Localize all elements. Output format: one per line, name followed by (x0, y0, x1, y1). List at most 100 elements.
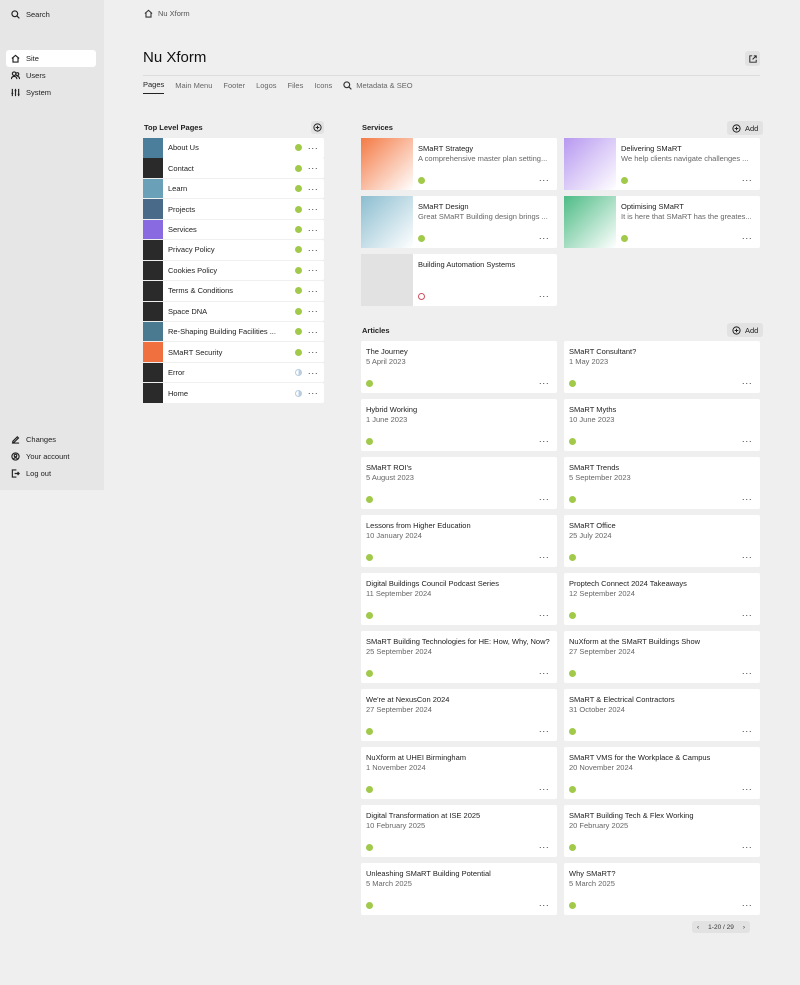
article-title[interactable]: SMaRT VMS for the Workplace & Campus (569, 753, 711, 762)
article-title[interactable]: Digital Transformation at ISE 2025 (366, 811, 481, 820)
status-listed-icon[interactable] (418, 235, 425, 242)
status-listed-icon[interactable] (295, 185, 302, 193)
page-row[interactable]: Terms & Conditions ··· (143, 281, 324, 301)
service-title[interactable]: SMaRT Strategy (418, 144, 474, 153)
tab-metadata-seo[interactable]: Metadata & SEO (343, 80, 413, 94)
status-listed-icon[interactable] (418, 177, 425, 184)
service-card[interactable]: Optimising SMaRT It is here that SMaRT ha… (564, 196, 760, 248)
options-button[interactable]: ··· (307, 142, 319, 153)
options-button[interactable]: ··· (741, 436, 753, 446)
page-row[interactable]: Cookies Policy ··· (143, 260, 324, 281)
article-title[interactable]: SMaRT Building Technologies for HE: How,… (366, 637, 550, 646)
status-listed-icon[interactable] (621, 235, 628, 242)
service-card[interactable]: SMaRT Strategy A comprehensive master pla… (361, 138, 557, 190)
service-card[interactable]: Building Automation Systems ··· (361, 254, 557, 306)
options-button[interactable]: ··· (307, 326, 319, 337)
page-title[interactable]: SMaRT Security (168, 347, 223, 357)
article-title[interactable]: The Journey (366, 347, 408, 356)
options-button[interactable]: ··· (307, 204, 319, 215)
status-listed-icon[interactable] (569, 438, 576, 445)
breadcrumb-item[interactable]: Nu Xform (158, 9, 190, 18)
status-listed-icon[interactable] (569, 496, 576, 503)
article-card[interactable]: SMaRT Trends 5 September 2023 ··· (564, 457, 760, 509)
article-card[interactable]: SMaRT Consultant? 1 May 2023 ··· (564, 341, 760, 393)
status-listed-icon[interactable] (295, 307, 302, 315)
article-title[interactable]: SMaRT & Electrical Contractors (569, 695, 675, 704)
sidebar-item-account[interactable]: Your account (6, 448, 96, 465)
tab-footer[interactable]: Footer (223, 80, 246, 90)
prev-page-button[interactable]: ‹ (697, 923, 700, 931)
page-title[interactable]: Services (168, 225, 197, 234)
page-title[interactable]: Cookies Policy (168, 265, 218, 275)
options-button[interactable]: ··· (538, 610, 550, 620)
status-listed-icon[interactable] (295, 287, 302, 295)
options-button[interactable]: ··· (307, 244, 319, 255)
status-listed-icon[interactable] (295, 144, 302, 152)
status-listed-icon[interactable] (366, 902, 373, 909)
options-button[interactable]: ··· (741, 494, 753, 504)
page-row[interactable]: Services ··· (143, 219, 324, 240)
breadcrumb[interactable]: Nu Xform (144, 9, 190, 18)
sidebar-item-logout[interactable]: Log out (6, 465, 96, 482)
page-row[interactable]: Re-Shaping Building Facilities ... ··· (143, 321, 324, 342)
status-listed-icon[interactable] (295, 226, 302, 233)
options-button[interactable]: ··· (538, 291, 550, 301)
options-button[interactable]: ··· (307, 163, 319, 174)
article-title[interactable]: SMaRT Myths (569, 405, 617, 414)
status-listed-icon[interactable] (569, 380, 576, 387)
sidebar-item-site[interactable]: Site (6, 50, 96, 67)
page-title[interactable]: Projects (168, 204, 196, 214)
next-page-button[interactable]: › (742, 923, 746, 931)
article-title[interactable]: We're at NexusCon 2024 (366, 695, 450, 704)
sidebar-item-changes[interactable]: Changes (6, 431, 96, 448)
tab-main-menu[interactable]: Main Menu (175, 80, 213, 90)
page-row[interactable]: SMaRT Security ··· (143, 342, 324, 362)
status-listed-icon[interactable] (569, 728, 576, 735)
page-row[interactable]: Projects ··· (143, 199, 324, 219)
page-row[interactable]: Contact ··· (143, 158, 324, 178)
options-button[interactable]: ··· (741, 726, 753, 736)
options-button[interactable]: ··· (538, 784, 550, 794)
tab-pages[interactable]: Pages (143, 80, 165, 94)
page-title[interactable]: Space DNA (168, 306, 208, 316)
options-button[interactable]: ··· (307, 306, 319, 317)
status-unlisted-icon[interactable] (295, 389, 302, 397)
article-title[interactable]: Unleashing SMaRT Building Potential (366, 869, 491, 878)
status-listed-icon[interactable] (569, 902, 576, 909)
options-button[interactable]: ··· (538, 552, 550, 562)
status-draft-icon[interactable] (418, 293, 425, 300)
article-card[interactable]: SMaRT Building Technologies for HE: How,… (361, 631, 557, 683)
article-card[interactable]: Proptech Connect 2024 Takeaways 12 Septem… (564, 573, 760, 625)
article-card[interactable]: SMaRT VMS for the Workplace & Campus 20 N… (564, 747, 760, 799)
status-unlisted-icon[interactable] (295, 369, 302, 377)
article-card[interactable]: The Journey 5 April 2023 ··· (361, 341, 557, 393)
options-button[interactable]: ··· (307, 183, 319, 194)
add-article-button[interactable]: Add (727, 323, 764, 337)
service-title[interactable]: Building Automation Systems (418, 260, 516, 269)
options-button[interactable]: ··· (741, 668, 753, 678)
article-title[interactable]: SMaRT Consultant? (569, 347, 637, 356)
article-title[interactable]: NuXform at the SMaRT Buildings Show (569, 637, 701, 646)
article-title[interactable]: Digital Buildings Council Podcast Series (366, 579, 499, 588)
article-card[interactable]: We're at NexusCon 2024 27 September 2024 ·… (361, 689, 557, 741)
open-site-button[interactable] (745, 51, 760, 66)
options-button[interactable]: ··· (741, 842, 753, 852)
options-button[interactable]: ··· (307, 388, 319, 398)
page-title[interactable]: Home (168, 388, 189, 398)
options-button[interactable]: ··· (538, 233, 550, 243)
page-row[interactable]: Error ··· (143, 362, 324, 383)
page-title[interactable]: Privacy Policy (168, 245, 215, 255)
options-button[interactable]: ··· (538, 842, 550, 852)
options-button[interactable]: ··· (741, 233, 753, 243)
page-row[interactable]: Privacy Policy ··· (143, 240, 324, 260)
options-button[interactable]: ··· (307, 265, 319, 276)
page-title[interactable]: About Us (168, 143, 199, 153)
article-title[interactable]: SMaRT Office (569, 521, 616, 530)
status-listed-icon[interactable] (366, 380, 373, 387)
status-listed-icon[interactable] (569, 786, 576, 793)
options-button[interactable]: ··· (538, 436, 550, 446)
options-button[interactable]: ··· (538, 726, 550, 736)
page-title[interactable]: Terms & Conditions (168, 286, 234, 296)
status-listed-icon[interactable] (366, 786, 373, 793)
tab-icons[interactable]: Icons (314, 80, 333, 90)
